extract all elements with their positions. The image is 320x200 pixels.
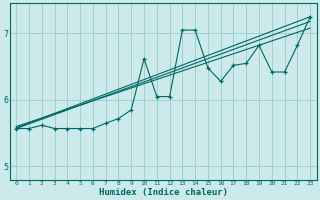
X-axis label: Humidex (Indice chaleur): Humidex (Indice chaleur) xyxy=(99,188,228,197)
